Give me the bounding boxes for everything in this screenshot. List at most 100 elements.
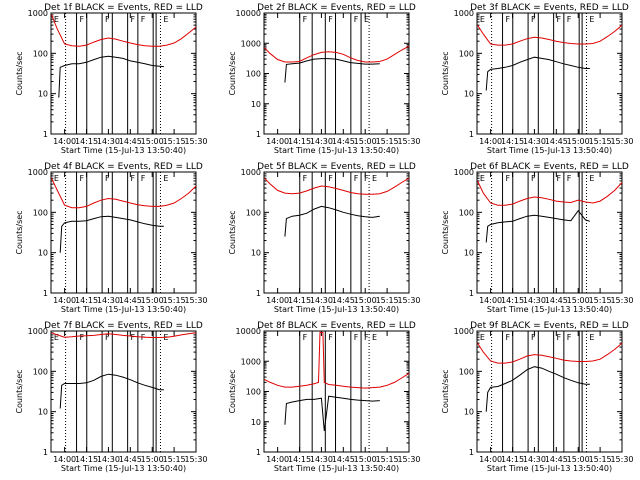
y-axis-label: Counts/sec [228,369,237,413]
y-tick-label: 10 [464,90,474,99]
x-tick-label: 15:15 [376,137,399,146]
region-label: F [531,174,536,183]
x-tick-label: 14:15 [288,455,311,464]
x-tick-label: 14:15 [288,137,311,146]
x-tick-label: 14:00 [53,455,76,464]
x-tick-label: 14:45 [332,296,355,305]
x-axis-label: Start Time (15-Jul-13 13:50:40) [487,464,612,473]
events-series-line [284,395,380,431]
x-axis-label: Start Time (15-Jul-13 13:50:40) [61,305,186,314]
x-tick-label: 15:15 [589,296,612,305]
y-tick-label: 10 [38,249,48,258]
region-label: E [589,174,594,183]
region-label: F [354,333,359,342]
plot-frame [476,12,623,135]
y-tick-label: 1000 [241,357,261,366]
region-label: E [589,333,594,342]
y-tick-label: 1000 [28,9,48,18]
y-tick-label: 1000 [28,168,48,177]
region-label: F [303,333,308,342]
region-label: E [589,15,594,24]
x-tick-label: 14:00 [53,296,76,305]
x-tick-label: 15:15 [376,455,399,464]
y-tick-label: 1000 [241,39,261,48]
x-tick-label: 14:15 [288,296,311,305]
y-tick-label: 10 [38,90,48,99]
region-label: F [364,333,369,342]
plot-frame [50,330,197,453]
y-axis-label: Counts/sec [228,51,237,95]
x-tick-label: 14:00 [266,296,289,305]
x-axis-label: Start Time (15-Jul-13 13:50:40) [274,305,399,314]
region-label: F [531,333,536,342]
panel-title: Det 5f BLACK = Events, RED = LLD [257,162,416,172]
x-tick-label: 14:15 [501,296,524,305]
x-tick-label: 14:00 [53,137,76,146]
events-series-line [59,373,164,409]
x-axis-label: Start Time (15-Jul-13 13:50:40) [487,305,612,314]
x-axis-label: Start Time (15-Jul-13 13:50:40) [61,146,186,155]
y-tick-label: 10000 [236,9,261,18]
x-tick-label: 14:45 [545,137,568,146]
plot-frame [50,171,197,294]
y-axis-label: Counts/sec [441,210,450,254]
x-tick-label: 14:45 [332,455,355,464]
x-tick-label: 14:45 [545,296,568,305]
x-tick-label: 15:30 [184,296,207,305]
y-tick-label: 100 [459,208,474,217]
region-label: F [505,15,510,24]
y-tick-label: 1 [43,289,48,298]
region-label: E [163,174,168,183]
lld-series-line [264,45,410,63]
y-tick-label: 1 [43,130,48,139]
y-tick-label: 100 [246,388,261,397]
x-tick-label: 14:00 [266,137,289,146]
y-tick-label: 10 [251,249,261,258]
region-label: F [328,333,333,342]
panel-title: Det 8f BLACK = Events, RED = LLD [257,321,416,331]
y-axis-label: Counts/sec [15,51,24,95]
x-tick-label: 14:30 [97,296,120,305]
x-tick-label: 14:15 [75,137,98,146]
y-tick-label: 10 [38,408,48,417]
x-tick-label: 15:15 [163,137,186,146]
x-axis-label: Start Time (15-Jul-13 13:50:40) [61,464,186,473]
lld-series-line [51,177,197,209]
region-label: F [328,174,333,183]
plot-frame [476,330,623,453]
region-label: F [328,15,333,24]
x-tick-label: 15:00 [141,137,164,146]
plot-frame [476,171,623,294]
events-series-line [485,366,590,412]
region-label: F [79,15,84,24]
region-label: E [372,333,377,342]
region-label: E [480,15,485,24]
x-tick-label: 14:15 [75,296,98,305]
x-tick-label: 15:30 [610,455,633,464]
x-tick-label: 15:30 [184,455,207,464]
region-label: F [567,174,572,183]
region-label: E [163,15,168,24]
region-label: F [105,333,110,342]
x-tick-label: 14:45 [119,455,142,464]
y-tick-label: 100 [33,367,48,376]
x-tick-label: 14:30 [97,455,120,464]
x-tick-label: 15:30 [397,137,420,146]
panel-title: Det 9f BLACK = Events, RED = LLD [470,321,629,331]
x-tick-label: 14:45 [119,137,142,146]
lld-series-line [477,180,623,206]
events-series-line [59,215,164,253]
plot-frame [263,171,410,294]
lld-series-line [264,177,410,195]
x-axis-label: Start Time (15-Jul-13 13:50:40) [487,146,612,155]
region-label: E [54,333,59,342]
y-tick-label: 10 [464,408,474,417]
lld-series-line [51,332,197,338]
x-tick-label: 14:45 [332,137,355,146]
x-tick-label: 14:00 [479,137,502,146]
y-tick-label: 10 [251,100,261,109]
